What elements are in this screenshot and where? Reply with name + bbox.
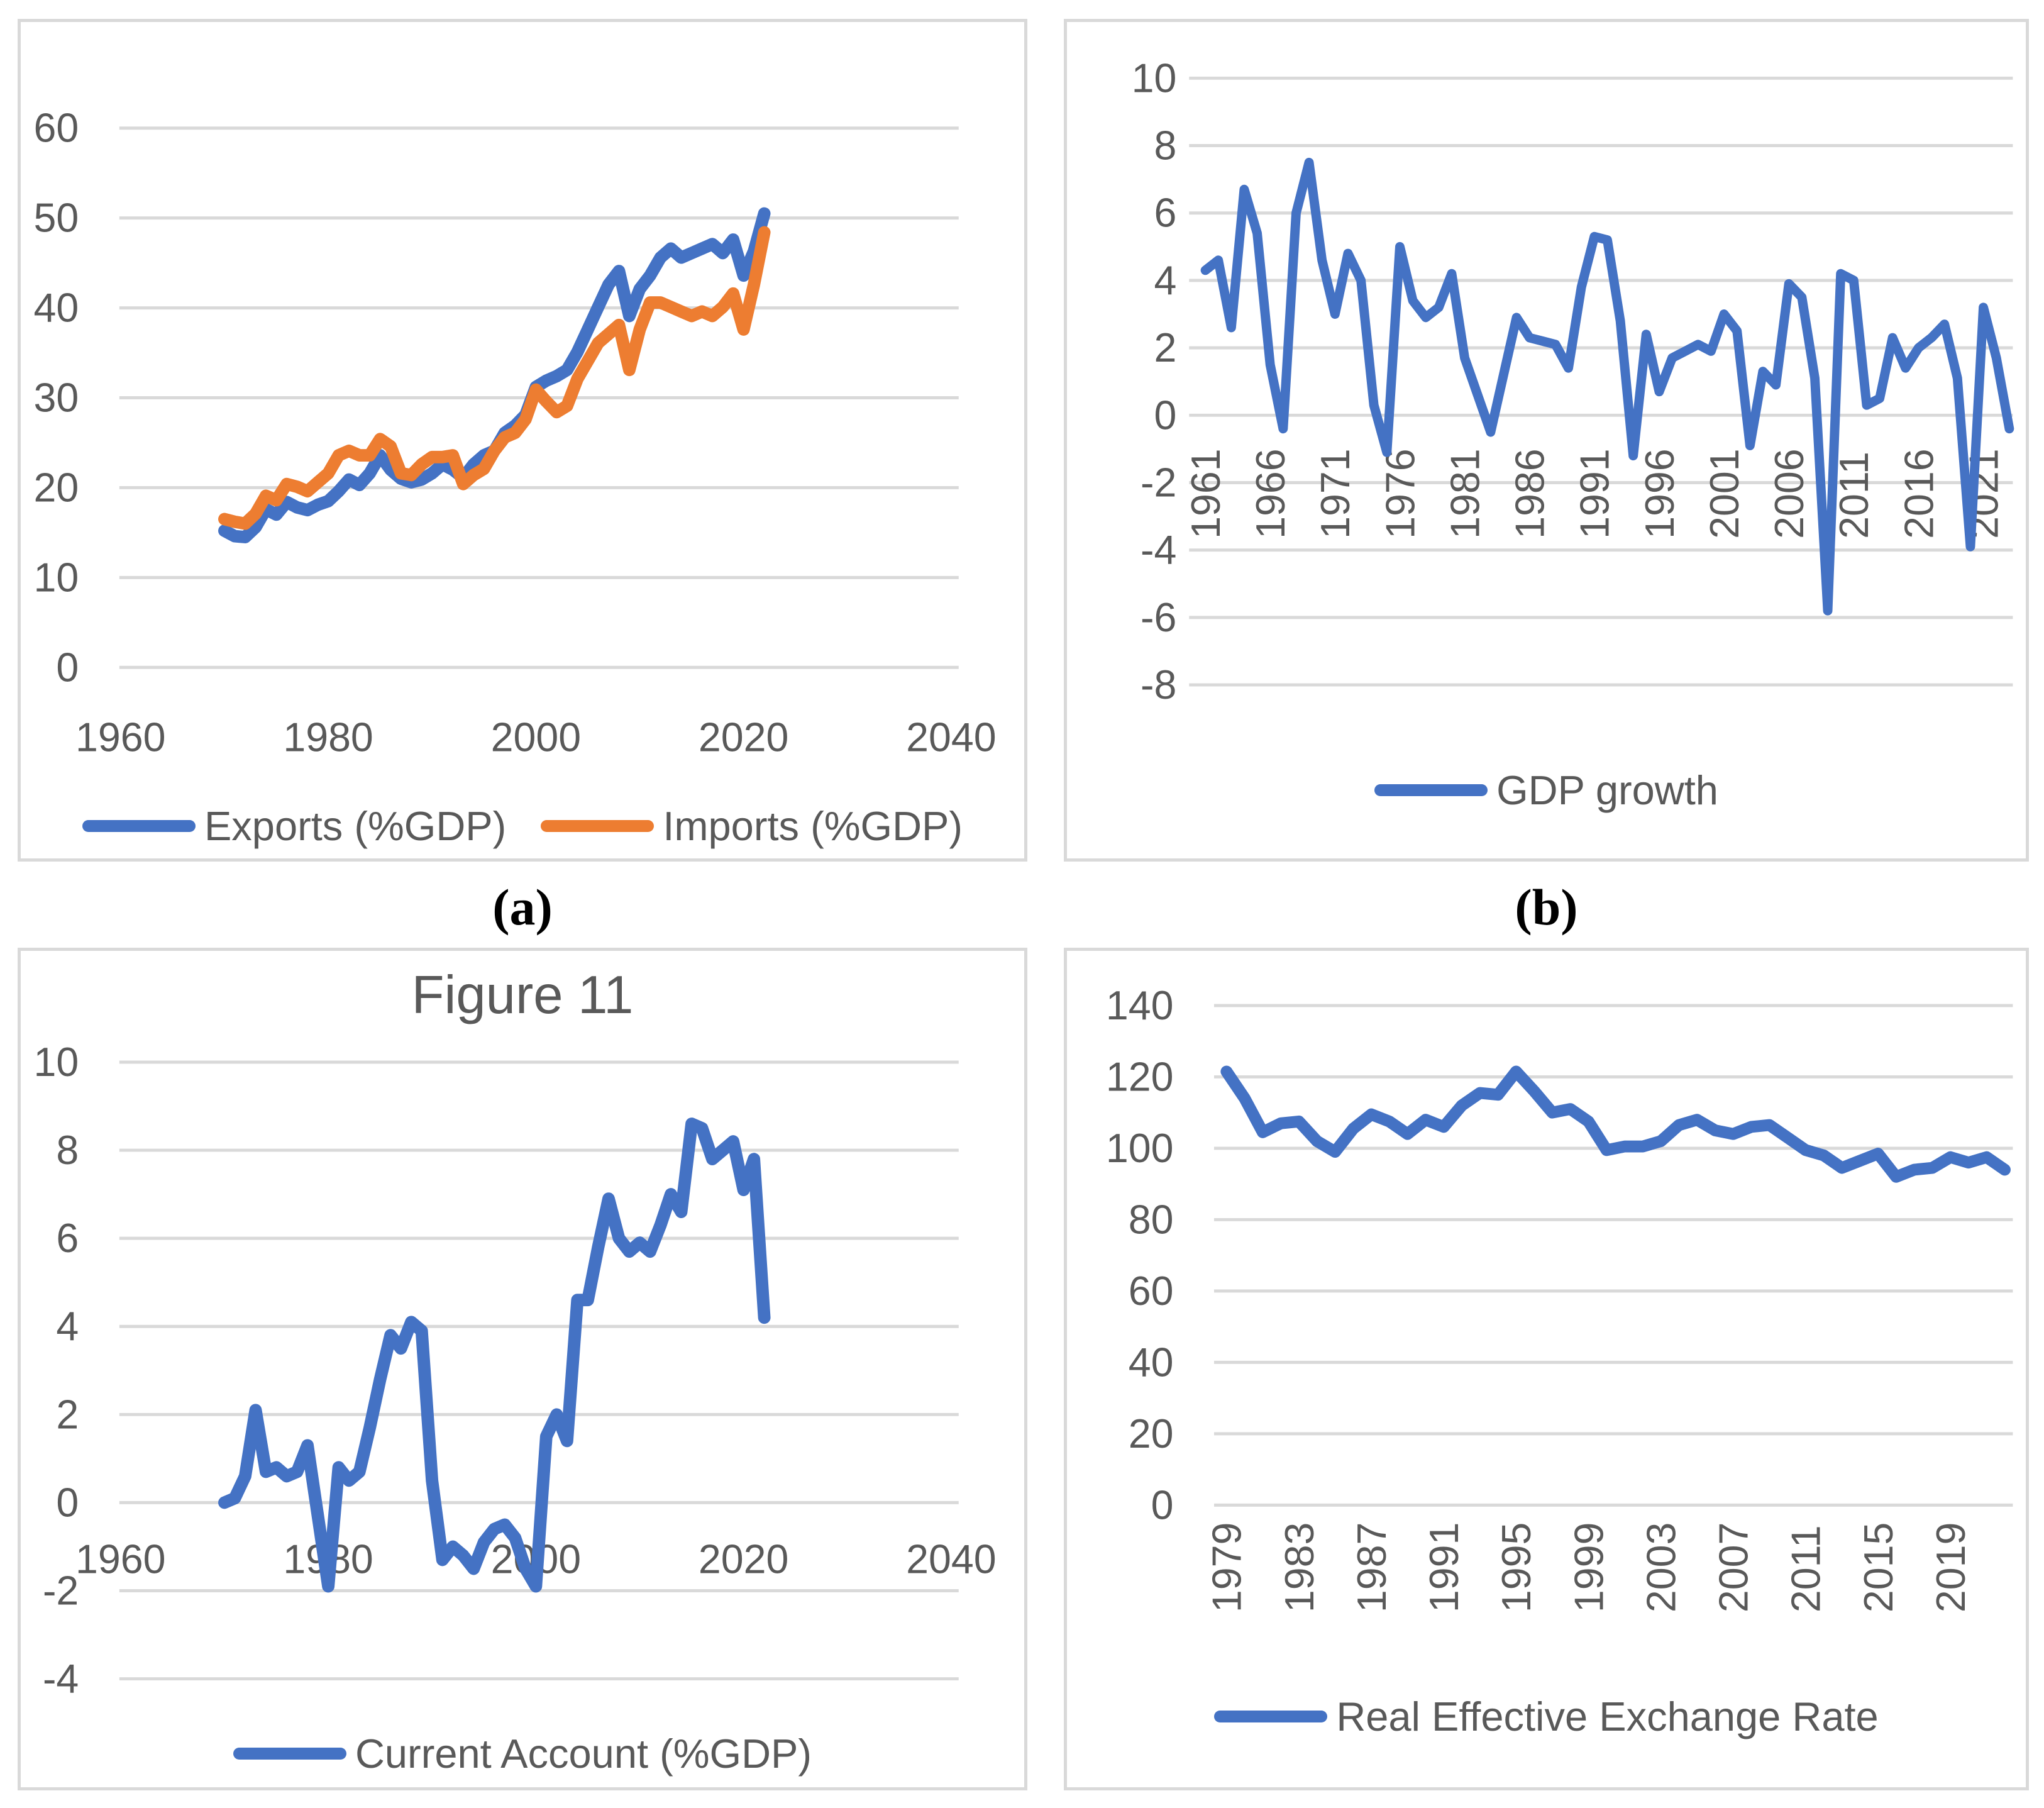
y-tick-label: 20	[34, 465, 79, 510]
x-tick-label: 2016	[1896, 448, 1942, 539]
exports-imports-chart: 0 10 20 30 40 50 60 1960 1980 2000 2020 2040	[34, 106, 997, 760]
y-tick-label: -6	[1141, 595, 1176, 640]
y-tick-label: 100	[1106, 1126, 1174, 1171]
y-tick-label: -4	[43, 1656, 79, 1702]
x-tick-label: 1991	[1422, 1522, 1467, 1613]
x-tick-label: 2011	[1784, 1525, 1829, 1612]
legend-marker	[1214, 1710, 1328, 1722]
x-tick-label: 2007	[1711, 1522, 1757, 1613]
chart-panel-exports-imports: 0 10 20 30 40 50 60 1960 1980 2000 2020 2040 Export…	[18, 19, 1027, 862]
legend-reer: Real Effective Exchange Rate	[1067, 1691, 2026, 1741]
series-line	[218, 226, 771, 530]
y-tick-label: 2	[1154, 325, 1177, 370]
x-tick-label: 1983	[1277, 1522, 1322, 1613]
x-tick-label: 2015	[1856, 1522, 1901, 1613]
y-tick-label: 140	[1106, 983, 1174, 1028]
x-tick-label: 2040	[906, 714, 997, 760]
chart-title-figure-11: Figure 11	[411, 965, 634, 1025]
y-tick-label: 80	[1129, 1197, 1174, 1242]
y-tick-label: -2	[1141, 460, 1176, 505]
reer-chart: 0 20 40 60 80 100 120 140 1979 1983 1987 1991 1995 19…	[1106, 983, 2013, 1613]
x-tick-label: 2006	[1767, 448, 1812, 539]
x-tick-label: 1996	[1637, 448, 1682, 539]
y-tick-label: 30	[34, 375, 79, 421]
y-tick-label: 8	[1154, 123, 1177, 169]
x-tick-label: 1961	[1183, 448, 1229, 539]
x-tick-label: 1980	[283, 714, 373, 760]
legend-marker	[82, 819, 196, 832]
y-tick-label: 0	[56, 645, 79, 690]
series-line	[218, 1118, 771, 1593]
y-tick-label: -2	[43, 1568, 79, 1613]
x-tick-label: 1986	[1508, 448, 1553, 539]
y-tick-label: 40	[1129, 1339, 1174, 1385]
x-tick-label: 2040	[906, 1537, 997, 1582]
series-line	[1220, 1065, 2011, 1183]
y-tick-label: 6	[1154, 191, 1177, 236]
gdp-growth-chart: -8 -6 -4 -2 0 2 4 6 8 10 1961 1966 1971 1976 1981 1986 1…	[1132, 55, 2014, 707]
y-tick-label: 4	[1154, 258, 1177, 303]
x-tick-label: 1979	[1205, 1522, 1250, 1613]
legend-item: Imports (%GDP)	[541, 802, 963, 850]
y-tick-label: 20	[1129, 1411, 1174, 1456]
x-tick-label: 1960	[75, 1537, 165, 1582]
legend-label: Current Account (%GDP)	[355, 1730, 812, 1777]
x-tick-label: 1960	[75, 714, 165, 760]
x-tick-label: 1981	[1442, 448, 1488, 539]
y-tick-label: 10	[34, 555, 79, 600]
x-tick-label: 2020	[699, 714, 789, 760]
y-tick-label: 10	[34, 1040, 79, 1085]
legend-label: Exports (%GDP)	[204, 802, 507, 849]
x-tick-label: 1999	[1566, 1522, 1611, 1613]
chart-panel-reer: 0 20 40 60 80 100 120 140 1979 1983 1987 1991 1995 19…	[1064, 948, 2029, 1790]
y-tick-label: 50	[34, 196, 79, 241]
x-tick-label: 2001	[1702, 448, 1747, 539]
legend-marker	[233, 1747, 346, 1760]
legend-label: GDP growth	[1496, 767, 1718, 813]
legend-gdp-growth: GDP growth	[1067, 765, 2026, 815]
y-tick-label: -4	[1141, 528, 1176, 573]
legend-item: Current Account (%GDP)	[233, 1730, 812, 1777]
x-tick-label: 2003	[1638, 1522, 1684, 1613]
x-tick-label: 1966	[1248, 448, 1293, 539]
legend-item: Exports (%GDP)	[82, 802, 506, 850]
y-tick-label: 60	[1129, 1268, 1174, 1314]
legend-marker	[1374, 784, 1488, 796]
legend-item: Real Effective Exchange Rate	[1214, 1693, 1879, 1740]
y-tick-label: 10	[1132, 55, 1177, 101]
y-tick-label: 120	[1106, 1054, 1174, 1099]
series-line	[1200, 157, 2014, 616]
legend-label: Imports (%GDP)	[663, 802, 963, 849]
x-tick-label: 2020	[699, 1537, 789, 1582]
x-tick-label: 1991	[1572, 448, 1618, 539]
y-tick-label: 0	[1154, 392, 1177, 438]
caption-a: (a)	[492, 879, 553, 936]
y-tick-label: 60	[34, 106, 79, 151]
y-tick-label: 6	[56, 1216, 79, 1261]
legend-label: Real Effective Exchange Rate	[1336, 1693, 1879, 1739]
legend-item: GDP growth	[1374, 767, 1718, 814]
x-tick-label: 2000	[491, 714, 581, 760]
x-tick-label: 1987	[1349, 1522, 1395, 1613]
x-tick-label: 1971	[1313, 448, 1358, 539]
chart-panel-gdp-growth: -8 -6 -4 -2 0 2 4 6 8 10 1961 1966 1971 1976 1981 1986 1…	[1064, 19, 2029, 862]
y-tick-label: 40	[34, 286, 79, 331]
y-tick-label: -8	[1141, 662, 1176, 707]
y-tick-label: 0	[1151, 1482, 1174, 1528]
y-tick-label: 4	[56, 1304, 79, 1349]
x-tick-label: 1995	[1494, 1522, 1539, 1613]
y-tick-label: 0	[56, 1480, 79, 1525]
caption-b: (b)	[1515, 879, 1578, 936]
x-tick-label: 2011	[1831, 452, 1877, 539]
x-tick-label: 2019	[1928, 1522, 1974, 1613]
x-tick-label: 1976	[1378, 448, 1423, 539]
legend-current-account: Current Account (%GDP)	[21, 1728, 1024, 1778]
y-tick-label: 2	[56, 1392, 79, 1437]
chart-panel-current-account: Figure 11 -4 -2 0 2 4 6 8 10 1960 1980 2000 2020 204…	[18, 948, 1027, 1790]
legend-marker	[541, 819, 655, 832]
legend-exports-imports: Exports (%GDP) Imports (%GDP)	[21, 801, 1024, 851]
y-tick-label: 8	[56, 1128, 79, 1173]
